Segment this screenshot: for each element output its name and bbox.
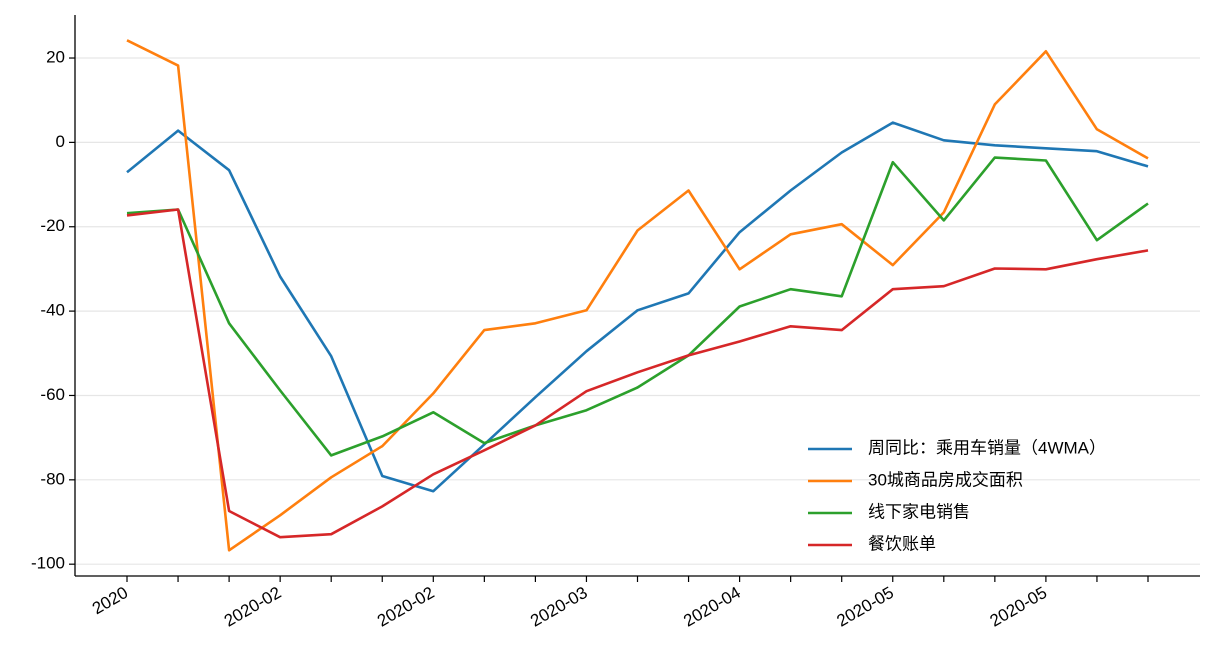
x-tick-label: 2020-02 [374,583,438,631]
legend-label: 周同比：乘用车销量（4WMA） [868,438,1106,457]
series-line [126,39,1149,552]
x-tick-label: 2020-02 [221,583,285,631]
x-tick-label: 2020 [89,583,131,618]
y-tick-label: -40 [40,301,65,320]
series-line [126,121,1149,493]
series-line [126,208,1149,539]
y-tick-label: -60 [40,385,65,404]
y-tick-label: 0 [56,132,65,151]
x-tick-label: 2020-04 [680,583,744,631]
series-line [126,156,1149,457]
y-tick-label: -100 [31,554,65,573]
x-tick-label: 2020-05 [987,583,1051,631]
legend-label: 餐饮账单 [868,534,936,553]
x-tick-label: 2020-05 [833,583,897,631]
y-tick-label: -20 [40,216,65,235]
y-tick-label: -80 [40,469,65,488]
x-tick-label: 2020-03 [527,583,591,631]
y-tick-label: 20 [46,48,65,67]
legend-label: 30城商品房成交面积 [868,470,1023,489]
legend-label: 线下家电销售 [868,502,970,521]
